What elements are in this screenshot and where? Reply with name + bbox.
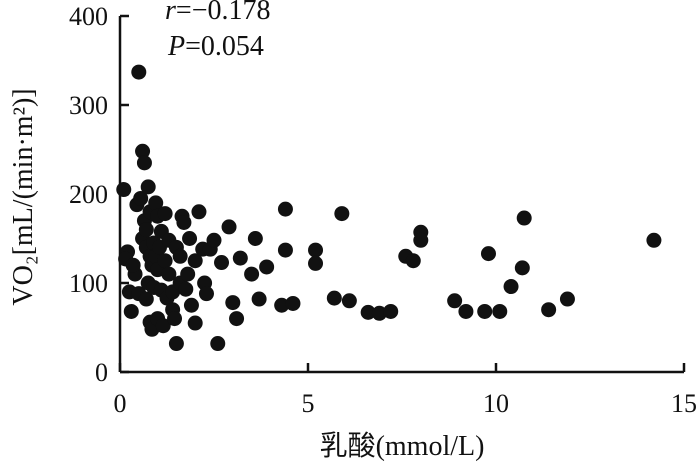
- p-value: =0.054: [185, 31, 264, 62]
- data-point: [135, 143, 151, 159]
- data-points: [116, 64, 662, 352]
- x-tick-label: 10: [483, 389, 509, 418]
- data-point: [131, 64, 147, 80]
- data-point: [413, 232, 429, 248]
- data-point: [116, 182, 132, 198]
- data-point: [334, 206, 350, 222]
- data-point: [458, 303, 474, 319]
- data-point: [125, 257, 141, 273]
- data-point: [225, 295, 241, 311]
- data-point: [492, 303, 508, 319]
- data-point: [157, 206, 173, 222]
- y-ticks: 0 100 200 300 400: [69, 2, 129, 387]
- data-point: [176, 214, 192, 230]
- y-tick-label: 0: [95, 358, 108, 387]
- data-point: [646, 232, 662, 248]
- x-tick-label: 0: [114, 389, 127, 418]
- y-tick-label: 200: [69, 180, 108, 209]
- data-point: [244, 266, 260, 282]
- data-point: [503, 279, 519, 295]
- data-point: [326, 290, 342, 306]
- data-point: [138, 291, 154, 307]
- correlation-annotation: r=−0.178: [165, 0, 271, 26]
- data-point: [133, 190, 149, 206]
- data-point: [178, 281, 194, 297]
- data-point: [155, 318, 171, 334]
- p-symbol: P: [167, 31, 185, 62]
- data-point: [157, 253, 173, 269]
- data-point: [138, 222, 154, 238]
- data-point: [232, 250, 248, 266]
- data-point: [183, 297, 199, 313]
- p-value-annotation: P=0.054: [167, 31, 264, 62]
- y-tick-label: 100: [69, 269, 108, 298]
- data-point: [516, 210, 532, 226]
- data-point: [180, 266, 196, 282]
- data-point: [285, 295, 301, 311]
- data-point: [167, 311, 183, 327]
- data-point: [210, 336, 226, 352]
- y-tick-label: 400: [69, 2, 108, 31]
- data-point: [187, 315, 203, 331]
- data-point: [274, 297, 290, 313]
- data-point: [277, 242, 293, 258]
- data-point: [221, 219, 237, 235]
- data-point: [259, 259, 275, 275]
- data-point: [148, 195, 164, 211]
- data-point: [161, 266, 177, 282]
- data-point: [480, 246, 496, 262]
- data-point: [308, 242, 324, 258]
- data-point: [198, 286, 214, 302]
- data-point: [341, 293, 357, 309]
- data-point: [187, 253, 203, 269]
- data-point: [277, 201, 293, 217]
- data-point: [477, 303, 493, 319]
- data-point: [514, 260, 530, 276]
- data-point: [136, 155, 152, 171]
- y-tick-label: 300: [69, 91, 108, 120]
- data-point: [140, 179, 156, 195]
- r-symbol: r: [165, 0, 176, 26]
- data-point: [405, 253, 421, 269]
- data-point: [172, 248, 188, 264]
- data-point: [251, 291, 267, 307]
- data-point: [168, 336, 184, 352]
- x-axis-title: 乳酸(mmol/L): [320, 430, 485, 462]
- data-point: [182, 231, 198, 246]
- data-point: [308, 255, 324, 271]
- data-point: [206, 232, 222, 248]
- data-point: [247, 231, 263, 246]
- data-point: [371, 305, 387, 321]
- data-point: [123, 303, 139, 319]
- x-ticks: 0 5 10 15: [114, 363, 697, 418]
- data-point: [447, 293, 463, 309]
- r-value: =−0.178: [176, 0, 271, 26]
- data-point: [559, 291, 575, 307]
- data-point: [214, 255, 230, 271]
- x-tick-label: 15: [671, 389, 697, 418]
- data-point: [541, 302, 557, 318]
- x-tick-label: 5: [302, 389, 315, 418]
- data-point: [229, 311, 245, 327]
- y-axis-title: VO₂[mL/(min·m²)]: [8, 88, 39, 305]
- data-point: [383, 303, 399, 319]
- data-point: [360, 304, 376, 320]
- data-point: [191, 204, 207, 220]
